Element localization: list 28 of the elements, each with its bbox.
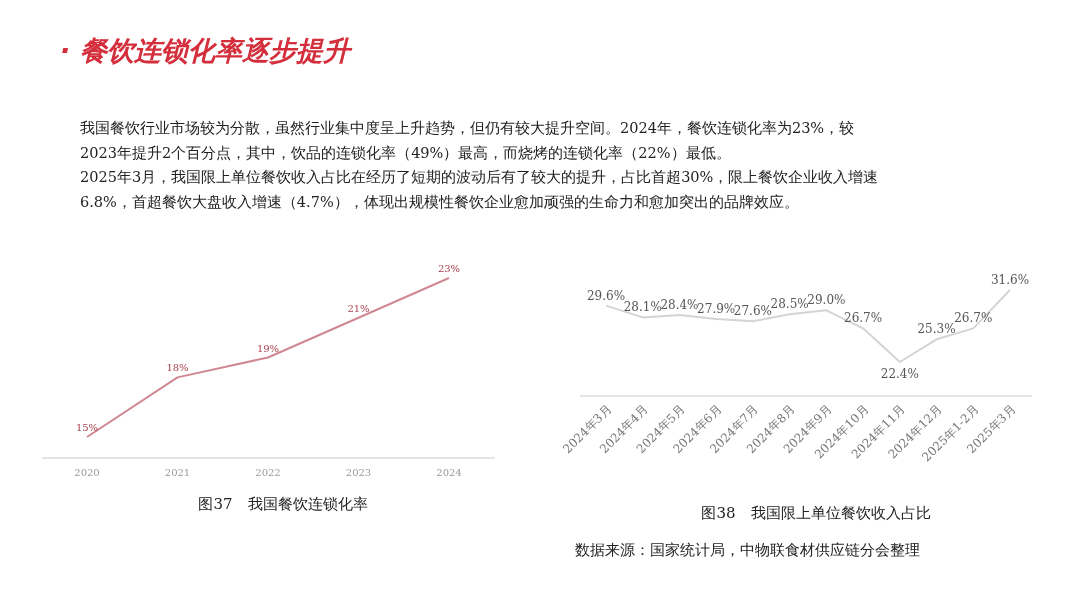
x-tick-label: 2020 [74,467,100,478]
text: 6.8%，首超餐饮大盘收入增速（4.7%），体现出规模性餐饮企业愈加顽强的生命力和愈加突出的品牌效应。 [80,193,799,210]
text: 图37 我国餐饮连锁化率 [198,495,368,513]
data-label: 31.6% [990,273,1030,287]
x-tick-label: 2021 [164,467,191,478]
source-note: 数据来源：国家统计局，中物联食材供应链分会整理 [575,542,920,558]
data-label: 28.1% [623,300,662,315]
text: 图38 我国限上单位餐饮收入占比 [701,504,931,522]
data-label: 28.5% [770,297,809,312]
data-label: 19% [256,342,280,354]
text: 2025年3月，我国限上单位餐饮收入占比在经历了短期的波动后有了较大的提升，占比首超30%，限上餐饮企业收入增速 [80,169,879,185]
text: · 餐饮连锁化率逐步提升 [60,35,353,66]
data-label: 22.4% [880,367,919,381]
data-label: 27.6% [733,304,772,319]
data-label: 26.7% [954,311,993,326]
data-label: 18% [166,362,189,374]
text: 2023年提升2个百分点，其中，饮品的连锁化率（49%）最高，而烧烤的连锁化率（22%）最低。 [80,144,731,161]
data-label: 26.7% [844,311,883,326]
data-label: 15% [75,422,99,433]
x-tick-label: 2022 [255,467,281,478]
data-label: 23% [437,263,461,274]
text: 我国餐饮行业市场较为分散，虽然行业集中度呈上升趋势，但仍有较大提升空间。2024年，餐饮连锁化率为23%，较 [80,120,855,136]
data-label: 28.4% [660,298,699,313]
x-tick-label: 2023 [345,467,372,478]
data-label: 29.0% [807,293,846,308]
data-label: 21% [347,302,370,314]
x-tick-label: 2024 [436,467,462,478]
data-label: 25.3% [917,322,956,337]
